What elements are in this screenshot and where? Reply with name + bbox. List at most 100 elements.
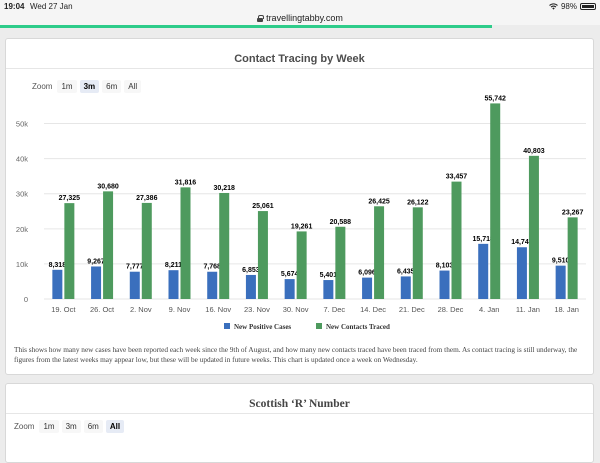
page-load-progress-fill bbox=[0, 25, 492, 28]
r-zoom-All-button[interactable]: All bbox=[105, 420, 125, 433]
bar-contacts bbox=[103, 191, 114, 299]
bar-contacts bbox=[490, 103, 501, 299]
x-tick-label: 21. Dec bbox=[399, 305, 425, 314]
y-tick-label: 30k bbox=[16, 190, 28, 199]
bar-contacts bbox=[180, 187, 191, 299]
bar-cases bbox=[52, 269, 63, 299]
battery-icon bbox=[580, 3, 596, 10]
x-tick-label: 26. Oct bbox=[90, 305, 115, 314]
bar-cases bbox=[245, 274, 256, 299]
data-label: 30,680 bbox=[97, 183, 119, 190]
bar-cases bbox=[400, 276, 411, 299]
contact-tracing-card: Contact Tracing by Week Zoom 1m 3m 6m All 0… bbox=[5, 38, 594, 375]
y-tick-label: 20k bbox=[16, 225, 28, 234]
x-tick-label: 23. Nov bbox=[244, 305, 270, 314]
bar-contacts bbox=[335, 226, 346, 299]
x-tick-label: 28. Dec bbox=[438, 305, 464, 314]
x-tick-label: 9. Nov bbox=[169, 305, 191, 314]
x-tick-label: 7. Dec bbox=[324, 305, 346, 314]
bar-contacts bbox=[296, 231, 307, 299]
data-label: 14,749 bbox=[511, 239, 533, 246]
data-label: 8,318 bbox=[49, 262, 67, 269]
x-tick-label: 18. Jan bbox=[554, 305, 579, 314]
y-tick-label: 10k bbox=[16, 260, 28, 269]
bar-contacts bbox=[528, 155, 539, 299]
r-number-title: Scottish ‘R’ Number bbox=[6, 384, 593, 414]
data-label: 23,267 bbox=[562, 209, 584, 216]
bar-cases bbox=[516, 247, 527, 299]
bar-cases bbox=[168, 270, 179, 299]
data-label: 15,718 bbox=[473, 236, 495, 243]
data-label: 40,803 bbox=[523, 148, 545, 155]
data-label: 8,103 bbox=[436, 263, 454, 270]
bar-contacts bbox=[412, 207, 423, 299]
data-label: 5,401 bbox=[320, 272, 338, 279]
data-label: 5,674 bbox=[281, 271, 299, 278]
bar-cases bbox=[555, 265, 566, 299]
status-date: Wed 27 Jan bbox=[30, 2, 73, 11]
wifi-icon bbox=[549, 3, 558, 10]
data-label: 6,435 bbox=[397, 268, 415, 275]
bar-contacts bbox=[141, 202, 152, 299]
legend-label: New Contacts Traced bbox=[326, 323, 390, 331]
r-zoom-6m-button[interactable]: 6m bbox=[83, 420, 103, 433]
zoom-label-r: Zoom bbox=[14, 422, 35, 431]
zoom-label: Zoom bbox=[32, 82, 53, 91]
data-label: 7,768 bbox=[203, 264, 221, 271]
x-tick-label: 11. Jan bbox=[516, 305, 540, 314]
bar-cases bbox=[478, 243, 489, 299]
data-label: 25,061 bbox=[252, 203, 274, 210]
zoom-controls-r: Zoom 1m 3m 6m All bbox=[14, 420, 127, 433]
ios-status-bar: 19:04 Wed 27 Jan 98% bbox=[0, 0, 600, 13]
x-tick-label: 2. Nov bbox=[130, 305, 152, 314]
contact-tracing-title: Contact Tracing by Week bbox=[6, 39, 593, 69]
data-label: 19,261 bbox=[291, 223, 313, 230]
page-load-progress bbox=[0, 25, 600, 28]
data-label: 27,386 bbox=[136, 195, 158, 202]
data-label: 30,218 bbox=[214, 185, 236, 192]
data-label: 26,122 bbox=[407, 199, 429, 206]
r-zoom-3m-button[interactable]: 3m bbox=[61, 420, 81, 433]
chart-zoom-3m-button[interactable]: 3m bbox=[79, 80, 100, 93]
zoom-controls: Zoom 1m 3m 6m All bbox=[32, 80, 144, 93]
y-tick-label: 50k bbox=[16, 120, 28, 129]
data-label: 26,425 bbox=[368, 198, 390, 205]
data-label: 8,211 bbox=[165, 262, 182, 269]
x-tick-label: 4. Jan bbox=[479, 305, 499, 314]
data-label: 31,816 bbox=[175, 179, 197, 186]
legend-swatch bbox=[316, 323, 322, 329]
x-tick-label: 16. Nov bbox=[205, 305, 231, 314]
r-number-card: Scottish ‘R’ Number Zoom 1m 3m 6m All bbox=[5, 383, 594, 463]
status-right: 98% bbox=[549, 2, 596, 11]
lock-icon bbox=[257, 14, 265, 22]
legend-label: New Positive Cases bbox=[234, 323, 291, 331]
data-label: 9,267 bbox=[87, 258, 105, 265]
bar-cases bbox=[323, 280, 334, 299]
chart-caption: This shows how many new cases have been … bbox=[14, 345, 578, 364]
data-label: 55,742 bbox=[485, 95, 507, 102]
contact-tracing-chart: 0 10k 20k 30k 40k 50k 8,318 27,325 19. Oct 9,267 3… bbox=[16, 95, 586, 331]
bar-cases bbox=[284, 279, 295, 299]
bar-cases bbox=[91, 266, 102, 299]
bar-cases bbox=[207, 271, 218, 299]
bar-cases bbox=[129, 271, 140, 299]
bar-contacts bbox=[374, 206, 385, 299]
chart-zoom-All-button[interactable]: All bbox=[124, 80, 142, 93]
r-zoom-1m-button[interactable]: 1m bbox=[39, 420, 59, 433]
data-label: 20,588 bbox=[330, 219, 352, 226]
data-label: 27,325 bbox=[59, 195, 81, 202]
bar-contacts bbox=[567, 217, 578, 299]
bar-contacts bbox=[64, 203, 75, 299]
address-bar[interactable]: travellingtabby.com bbox=[0, 11, 600, 27]
x-tick-label: 19. Oct bbox=[51, 305, 76, 314]
data-label: 6,096 bbox=[358, 270, 376, 277]
chart-zoom-6m-button[interactable]: 6m bbox=[102, 80, 122, 93]
bar-contacts bbox=[257, 211, 268, 299]
url-text[interactable]: travellingtabby.com bbox=[266, 13, 343, 23]
battery-percent: 98% bbox=[560, 2, 577, 11]
legend-swatch bbox=[224, 323, 230, 329]
chart-zoom-1m-button[interactable]: 1m bbox=[57, 80, 77, 93]
bar-cases bbox=[362, 277, 373, 299]
data-label: 6,853 bbox=[242, 267, 260, 274]
x-tick-label: 30. Nov bbox=[283, 305, 309, 314]
